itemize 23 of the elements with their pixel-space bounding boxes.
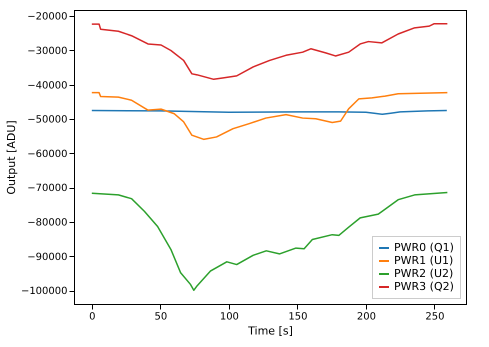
x-tick-label: 200 xyxy=(356,312,376,322)
legend-label: PWR0 (Q1) xyxy=(394,241,454,254)
x-tick-label: 150 xyxy=(288,312,308,322)
x-tick-label: 50 xyxy=(154,312,168,322)
legend-label: PWR2 (U2) xyxy=(394,267,454,280)
y-tick-label: −80000 xyxy=(27,218,68,229)
line-series xyxy=(91,22,448,80)
y-axis-title: Output [ADU] xyxy=(4,120,18,195)
y-tick-label: −20000 xyxy=(27,12,68,23)
legend-label: PWR3 (Q2) xyxy=(394,280,454,293)
x-tick-label: 0 xyxy=(89,312,96,322)
y-tick-label: −30000 xyxy=(27,46,68,57)
y-tick-label: −100000 xyxy=(20,286,68,298)
legend-label: PWR1 (U1) xyxy=(394,254,454,267)
y-tick-label: −40000 xyxy=(27,80,68,92)
line-series xyxy=(91,92,448,140)
x-tick-label: 100 xyxy=(220,312,239,322)
x-axis-title: Time [s] xyxy=(247,324,293,338)
y-tick-label: −60000 xyxy=(27,148,68,160)
y-tick-label: −90000 xyxy=(27,252,68,263)
y-tick-label: −70000 xyxy=(27,183,68,194)
x-tick-label: 250 xyxy=(425,312,445,322)
y-tick-label: −50000 xyxy=(27,114,68,126)
